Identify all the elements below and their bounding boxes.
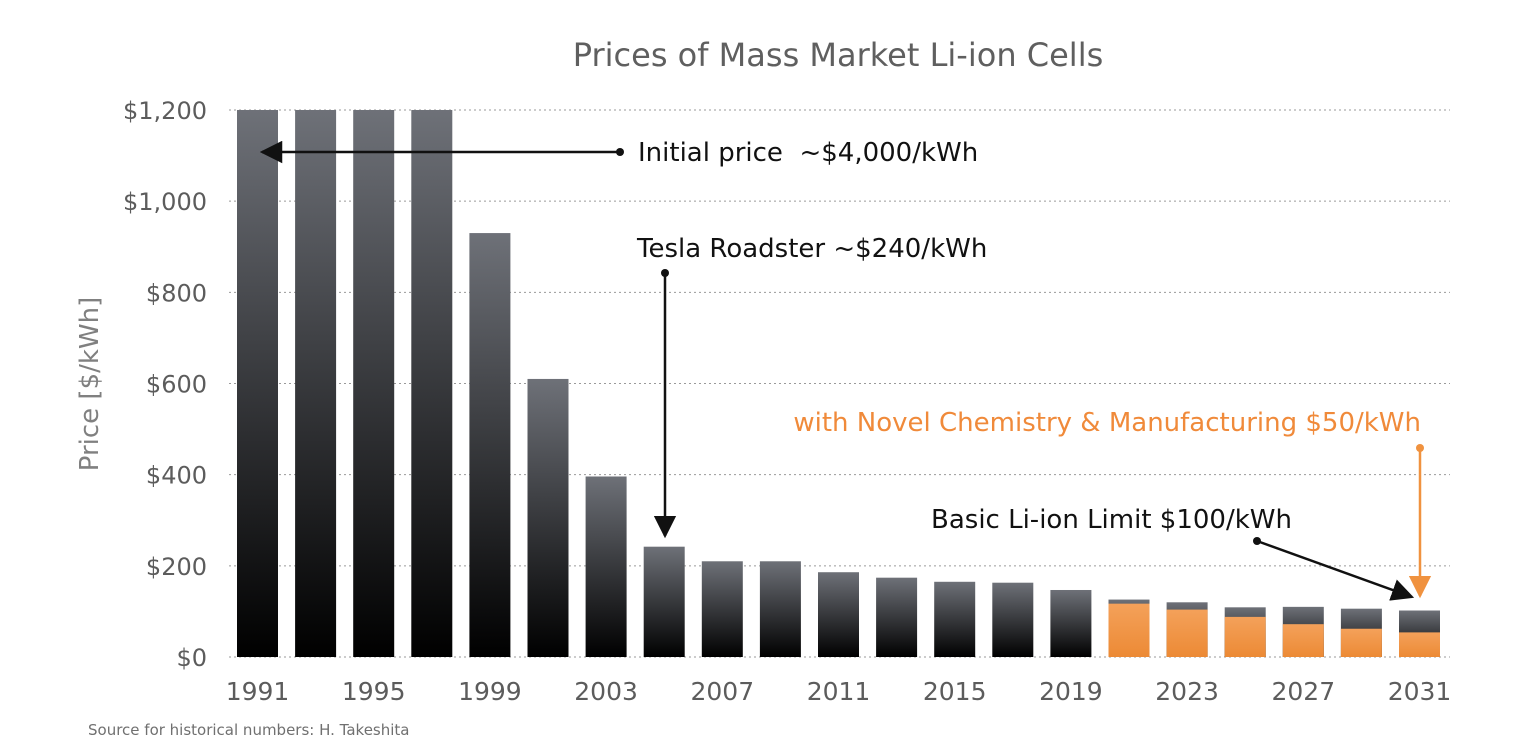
y-tick-label: $400: [146, 462, 207, 490]
y-axis-label: Price [$/kWh]: [75, 297, 105, 472]
annotation-tesla-roadster-dot: [661, 269, 669, 277]
x-tick-label: 1995: [342, 677, 406, 706]
bar-2011: [818, 572, 859, 657]
x-tick-label: 2007: [690, 677, 754, 706]
annotation-initial-price: Initial price ~$4,000/kWh: [259, 138, 978, 168]
bar-novel-2029: [1340, 628, 1382, 657]
annotation-initial-price-label: Initial price ~$4,000/kWh: [638, 138, 978, 168]
bar-novel-2021: [1108, 603, 1150, 657]
x-tick-label: 2011: [807, 677, 871, 706]
x-tick-label: 2027: [1271, 677, 1335, 706]
y-tick-label: $800: [146, 279, 207, 307]
bar-1997: [411, 110, 453, 657]
annotation-basic-limit: Basic Li-ion Limit $100/kWh: [931, 505, 1415, 601]
bar-novel-2031: [1399, 632, 1440, 657]
bar-1999: [469, 233, 511, 657]
y-tick-label: $1,000: [123, 188, 207, 216]
annotation-novel-chemistry: with Novel Chemistry & Manufacturing $50…: [793, 408, 1432, 599]
bar-1995: [353, 110, 395, 657]
x-tick-label: 2023: [1155, 677, 1219, 706]
bar-novel-2027: [1282, 624, 1324, 657]
bar-2013: [876, 577, 918, 657]
annotation-basic-limit-label: Basic Li-ion Limit $100/kWh: [931, 505, 1292, 535]
bar-2015: [934, 581, 976, 657]
bar-1993: [295, 110, 337, 657]
annotation-novel-chemistry-dot: [1416, 444, 1424, 452]
annotation-tesla-roadster-label: Tesla Roadster ~$240/kWh: [636, 234, 987, 264]
y-tick-label: $200: [146, 553, 207, 581]
bar-1991: [237, 110, 278, 657]
x-tick-label: 1991: [226, 677, 290, 706]
bar-2005: [643, 546, 685, 657]
x-tick-label: 2003: [574, 677, 638, 706]
bar-2017: [992, 582, 1034, 657]
annotation-initial-price-dot: [616, 148, 624, 156]
bar-2003: [585, 476, 627, 657]
bar-novel-2025: [1224, 616, 1266, 657]
y-tick-label: $600: [146, 371, 207, 399]
bar-2009: [759, 561, 801, 657]
annotation-novel-chemistry-label: with Novel Chemistry & Manufacturing $50…: [793, 408, 1421, 438]
y-tick-label: $0: [176, 644, 207, 672]
x-tick-label: 1999: [458, 677, 522, 706]
annotation-tesla-roadster: Tesla Roadster ~$240/kWh: [636, 234, 987, 539]
y-tick-label: $1,200: [123, 97, 207, 125]
y-axis-ticks: $0 $200 $400 $600 $800 $1,000 $1,200: [123, 97, 207, 672]
x-tick-label: 2019: [1039, 677, 1103, 706]
x-axis-ticks: 1991 1995 1999 2003 2007 2011 2015 2019 2023 2027…: [226, 677, 1452, 706]
bar-2019: [1050, 589, 1092, 657]
x-tick-label: 2031: [1388, 677, 1452, 706]
source-note: Source for historical numbers: H. Takesh…: [88, 721, 409, 739]
bar-2001: [527, 378, 569, 657]
chart-title: Prices of Mass Market Li-ion Cells: [573, 36, 1104, 74]
x-tick-label: 2015: [923, 677, 987, 706]
bar-2007: [701, 561, 743, 657]
bar-novel-2023: [1166, 609, 1208, 657]
bars: [237, 110, 1440, 657]
annotation-basic-limit-dot: [1253, 537, 1261, 545]
annotation-basic-limit-arrow: [1256, 539, 1415, 601]
